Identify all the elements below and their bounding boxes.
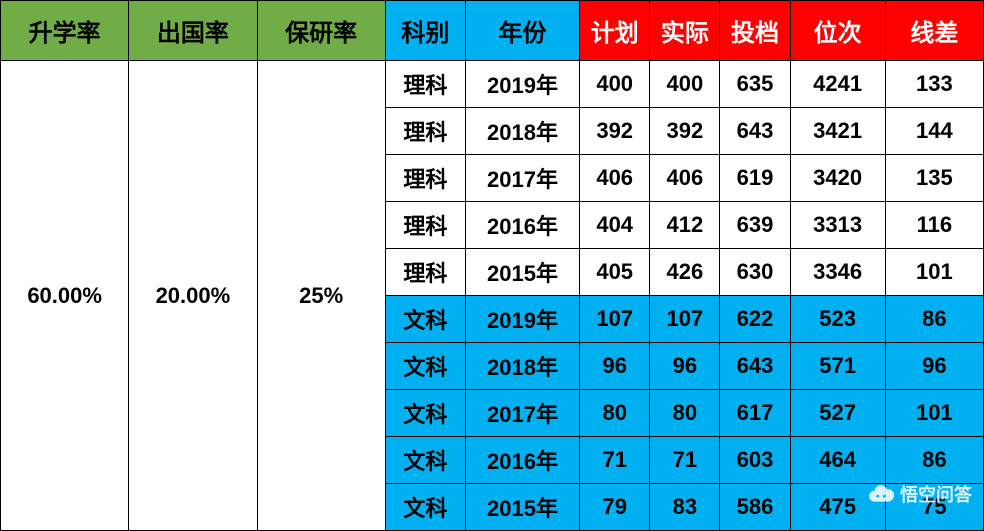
- cell-actual: 107: [650, 296, 720, 343]
- cell-plan: 107: [580, 296, 650, 343]
- hdr-rank: 位次: [790, 1, 885, 61]
- cell-actual: 400: [650, 61, 720, 108]
- hdr-plan: 计划: [580, 1, 650, 61]
- cell-toudang: 643: [720, 343, 790, 390]
- cell-rank: 3346: [790, 249, 885, 296]
- cell-toudang: 635: [720, 61, 790, 108]
- cell-rank: 475: [790, 484, 885, 531]
- cell-diff: 133: [885, 61, 983, 108]
- hdr-abroad-rate: 出国率: [129, 1, 257, 61]
- cell-diff: 144: [885, 108, 983, 155]
- cell-diff: 86: [885, 296, 983, 343]
- cell-year: 2017年: [465, 155, 579, 202]
- cell-year: 2015年: [465, 249, 579, 296]
- merged-abroad_rate: 20.00%: [129, 61, 257, 531]
- cell-plan: 79: [580, 484, 650, 531]
- cell-rank: 3313: [790, 202, 885, 249]
- cell-subject: 理科: [385, 202, 465, 249]
- cell-subject: 理科: [385, 61, 465, 108]
- merged-enroll_rate: 60.00%: [1, 61, 129, 531]
- header-row: 升学率 出国率 保研率 科别 年份 计划 实际 投档 位次 线差: [1, 1, 984, 61]
- merged-recommend_rate: 25%: [257, 61, 385, 531]
- cell-actual: 392: [650, 108, 720, 155]
- cell-subject: 理科: [385, 249, 465, 296]
- cell-diff: 101: [885, 390, 983, 437]
- cell-diff: 101: [885, 249, 983, 296]
- cell-actual: 406: [650, 155, 720, 202]
- cell-toudang: 630: [720, 249, 790, 296]
- cell-diff: 116: [885, 202, 983, 249]
- cell-actual: 426: [650, 249, 720, 296]
- cell-diff: 135: [885, 155, 983, 202]
- cell-subject: 文科: [385, 484, 465, 531]
- cell-subject: 理科: [385, 155, 465, 202]
- cell-year: 2019年: [465, 296, 579, 343]
- cell-actual: 412: [650, 202, 720, 249]
- cell-toudang: 586: [720, 484, 790, 531]
- cell-toudang: 639: [720, 202, 790, 249]
- cell-subject: 文科: [385, 437, 465, 484]
- cell-diff: 96: [885, 343, 983, 390]
- hdr-actual: 实际: [650, 1, 720, 61]
- cell-actual: 83: [650, 484, 720, 531]
- cell-toudang: 619: [720, 155, 790, 202]
- cell-rank: 464: [790, 437, 885, 484]
- hdr-enroll-rate: 升学率: [1, 1, 129, 61]
- cell-plan: 406: [580, 155, 650, 202]
- table-row: 60.00%20.00%25%理科2019年4004006354241133: [1, 61, 984, 108]
- cell-toudang: 603: [720, 437, 790, 484]
- hdr-subject: 科别: [385, 1, 465, 61]
- cell-rank: 3420: [790, 155, 885, 202]
- cell-plan: 96: [580, 343, 650, 390]
- hdr-recommend-rate: 保研率: [257, 1, 385, 61]
- cell-plan: 405: [580, 249, 650, 296]
- cell-rank: 523: [790, 296, 885, 343]
- hdr-diff: 线差: [885, 1, 983, 61]
- cell-subject: 文科: [385, 390, 465, 437]
- cell-rank: 3421: [790, 108, 885, 155]
- cell-rank: 4241: [790, 61, 885, 108]
- cell-year: 2016年: [465, 437, 579, 484]
- cell-diff: 86: [885, 437, 983, 484]
- cell-toudang: 617: [720, 390, 790, 437]
- cell-plan: 404: [580, 202, 650, 249]
- cell-subject: 理科: [385, 108, 465, 155]
- cell-year: 2016年: [465, 202, 579, 249]
- cell-subject: 文科: [385, 343, 465, 390]
- cell-plan: 80: [580, 390, 650, 437]
- cell-actual: 80: [650, 390, 720, 437]
- cell-toudang: 643: [720, 108, 790, 155]
- cell-diff: 75: [885, 484, 983, 531]
- cell-plan: 392: [580, 108, 650, 155]
- cell-year: 2015年: [465, 484, 579, 531]
- cell-rank: 571: [790, 343, 885, 390]
- cell-year: 2018年: [465, 108, 579, 155]
- cell-actual: 96: [650, 343, 720, 390]
- cell-year: 2017年: [465, 390, 579, 437]
- cell-toudang: 622: [720, 296, 790, 343]
- hdr-year: 年份: [465, 1, 579, 61]
- hdr-toudang: 投档: [720, 1, 790, 61]
- admissions-table: 升学率 出国率 保研率 科别 年份 计划 实际 投档 位次 线差 60.00%2…: [0, 0, 984, 531]
- cell-plan: 400: [580, 61, 650, 108]
- cell-plan: 71: [580, 437, 650, 484]
- cell-rank: 527: [790, 390, 885, 437]
- cell-actual: 71: [650, 437, 720, 484]
- cell-subject: 文科: [385, 296, 465, 343]
- cell-year: 2018年: [465, 343, 579, 390]
- cell-year: 2019年: [465, 61, 579, 108]
